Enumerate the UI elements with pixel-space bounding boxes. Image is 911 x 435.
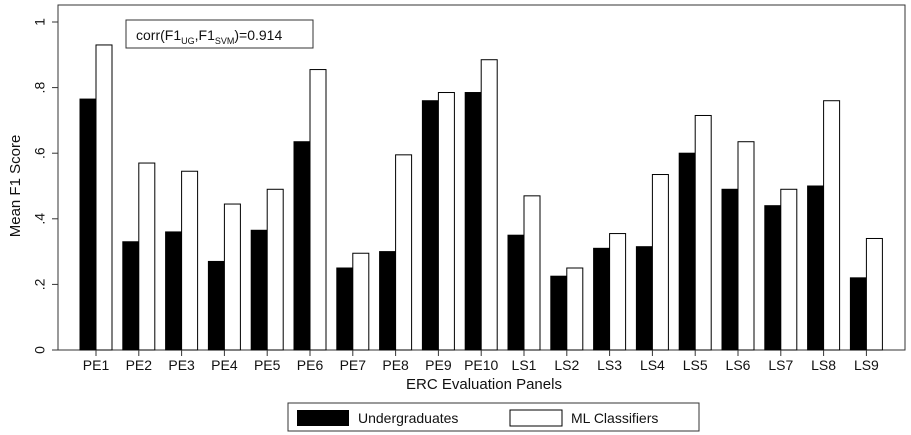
bar-undergraduates <box>764 205 782 351</box>
bar-ml-classifiers <box>181 170 199 351</box>
annotation-box <box>125 19 314 49</box>
legend-swatch-undergraduates <box>297 410 349 426</box>
x-tick-label: LS2 <box>554 357 579 373</box>
bar-undergraduates <box>293 141 311 351</box>
x-tick-label: LS1 <box>512 357 537 373</box>
x-tick-label: PE2 <box>126 357 153 373</box>
x-tick-label: LS8 <box>811 357 836 373</box>
bar-undergraduates <box>336 267 354 351</box>
bar-ml-classifiers <box>395 154 413 351</box>
bar-ml-classifiers <box>352 252 370 351</box>
bar-undergraduates <box>79 98 97 351</box>
bar-ml-classifiers <box>694 114 712 351</box>
x-tick-label: LS6 <box>726 357 751 373</box>
bar-undergraduates <box>507 234 525 351</box>
x-tick-label: PE9 <box>425 357 452 373</box>
bar-undergraduates <box>550 275 568 351</box>
x-tick-label: PE8 <box>382 357 409 373</box>
y-tick-label: .2 <box>32 278 48 290</box>
bar-undergraduates <box>807 185 825 351</box>
bar-undergraduates <box>464 92 482 351</box>
legend-label-undergraduates: Undergraduates <box>358 410 458 426</box>
x-tick-label: PE5 <box>254 357 281 373</box>
bar-undergraduates <box>379 251 397 351</box>
bar-undergraduates <box>421 100 439 351</box>
bar-ml-classifiers <box>223 203 241 351</box>
x-tick-label: PE10 <box>464 357 498 373</box>
bar-undergraduates <box>250 229 268 351</box>
bar-ml-classifiers <box>266 188 284 351</box>
y-tick-label: .8 <box>32 82 48 94</box>
bar-ml-classifiers <box>609 233 627 351</box>
bar-ml-classifiers <box>309 69 327 351</box>
y-tick-label: .4 <box>32 213 48 225</box>
y-tick-label: .6 <box>32 147 48 159</box>
bar-ml-classifiers <box>138 162 156 351</box>
bar-ml-classifiers <box>780 188 798 351</box>
bar-undergraduates <box>593 247 611 351</box>
x-tick-label: LS5 <box>683 357 708 373</box>
bar-undergraduates <box>635 246 653 351</box>
x-axis-title: ERC Evaluation Panels <box>406 376 562 393</box>
x-tick-label: PE6 <box>297 357 324 373</box>
x-tick-label: PE1 <box>83 357 110 373</box>
bar-ml-classifiers <box>95 44 113 351</box>
bar-ml-classifiers <box>865 237 883 351</box>
bar-ml-classifiers <box>480 59 498 351</box>
bars-group <box>79 44 883 351</box>
legend-label-ml-classifiers: ML Classifiers <box>571 410 658 426</box>
legend-box <box>287 402 700 432</box>
x-tick-label: PE3 <box>168 357 195 373</box>
bar-undergraduates <box>165 231 183 351</box>
bar-undergraduates <box>207 260 225 351</box>
x-tick-label: LS9 <box>854 357 879 373</box>
x-tick-label: LS3 <box>597 357 622 373</box>
bar-ml-classifiers <box>737 141 755 351</box>
bar-ml-classifiers <box>437 92 455 351</box>
x-tick-label: LS4 <box>640 357 665 373</box>
annotation-text: corr(F1UG,F1SVM)=0.914 <box>136 27 282 46</box>
legend: Undergraduates ML Classifiers <box>287 402 700 432</box>
correlation-annotation: corr(F1UG,F1SVM)=0.914 <box>125 19 314 49</box>
bar-undergraduates <box>721 188 739 351</box>
y-axis-title: Mean F1 Score <box>7 135 24 238</box>
x-tick-label: PE7 <box>340 357 367 373</box>
x-tick-label: PE4 <box>211 357 238 373</box>
x-tick-label: LS7 <box>768 357 793 373</box>
y-tick-label: 0 <box>32 346 48 354</box>
axes-group: 0 .2 .4 .6 .8 1 PE1 PE2 PE3 PE4 PE5 PE6 PE7 PE8 PE9 PE1… <box>32 18 879 373</box>
bar-ml-classifiers <box>523 195 541 351</box>
bar-ml-classifiers <box>566 267 584 351</box>
legend-swatch-ml-classifiers <box>509 409 563 427</box>
bar-ml-classifiers <box>651 174 669 351</box>
y-tick-label: 1 <box>32 18 48 26</box>
bar-undergraduates <box>849 277 867 351</box>
bar-ml-classifiers <box>823 100 841 351</box>
bar-undergraduates <box>678 152 696 351</box>
bar-undergraduates <box>122 241 140 351</box>
